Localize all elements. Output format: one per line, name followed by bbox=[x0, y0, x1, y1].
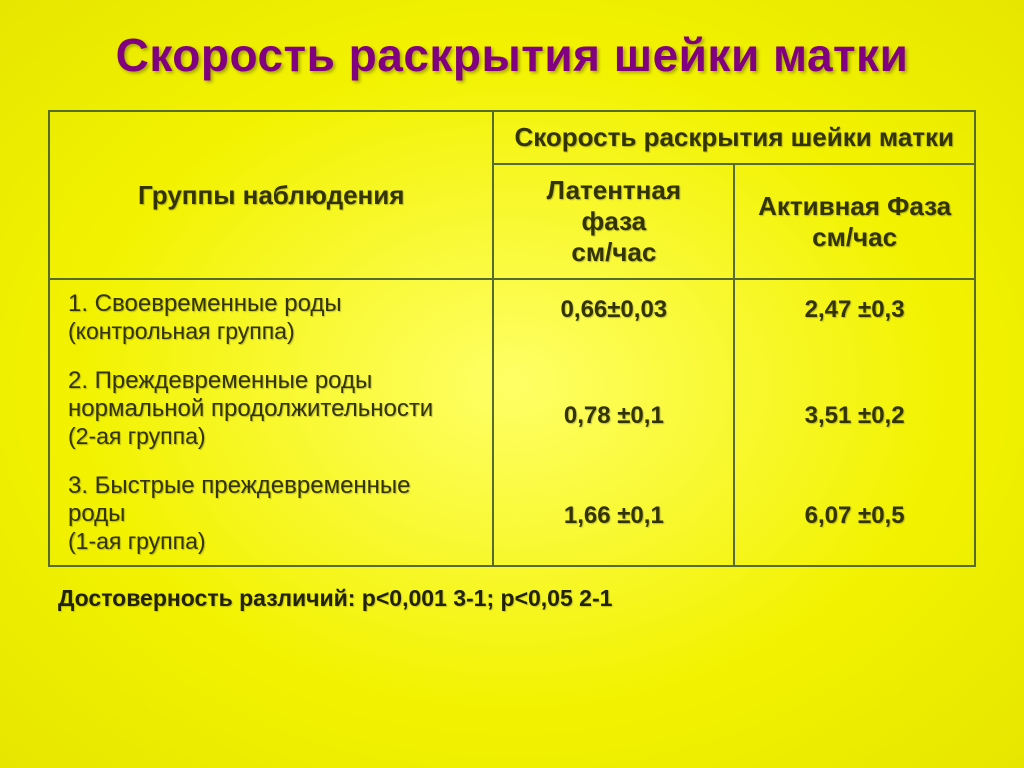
col-latent: Латентная фаза см/час bbox=[493, 164, 734, 279]
rate-table: Группы наблюдения Скорость раскрытия шей… bbox=[48, 110, 976, 567]
active-val-1: 2,47 ±0,3 bbox=[753, 296, 956, 324]
row-label-3a: 3. Быстрые преждевременные роды bbox=[68, 472, 474, 528]
col-rate-header: Скорость раскрытия шейки матки bbox=[493, 111, 975, 164]
col-groups: Группы наблюдения bbox=[49, 111, 493, 279]
active-cell: 2,47 ±0,3 3,51 ±0,2 6,07 ±0,5 bbox=[734, 279, 975, 566]
table-row: 3. Быстрые преждевременные роды (1-ая гр… bbox=[68, 472, 474, 555]
row-label-1b: (контрольная группа) bbox=[68, 318, 474, 345]
table-row: 2. Преждевременные роды нормальной продо… bbox=[68, 367, 474, 450]
latent-line1: Латентная фаза bbox=[512, 175, 715, 237]
latent-val-1: 0,66±0,03 bbox=[512, 296, 715, 324]
active-line2: см/час bbox=[753, 222, 956, 253]
row-label-1a: 1. Своевременные роды bbox=[68, 290, 474, 318]
table-row: 1. Своевременные роды (контрольная групп… bbox=[68, 290, 474, 345]
row-label-2a: 2. Преждевременные роды нормальной продо… bbox=[68, 367, 474, 423]
latent-cell: 0,66±0,03 0,78 ±0,1 1,66 ±0,1 bbox=[493, 279, 734, 566]
latent-line2: см/час bbox=[512, 237, 715, 268]
latent-val-3: 1,66 ±0,1 bbox=[512, 502, 715, 530]
active-val-2: 3,51 ±0,2 bbox=[753, 402, 956, 430]
row-label-2b: (2-ая группа) bbox=[68, 423, 474, 450]
active-val-3: 6,07 ±0,5 bbox=[753, 502, 956, 530]
page-title: Скорость раскрытия шейки матки bbox=[48, 28, 976, 82]
footer-note: Достоверность различий: p<0,001 3-1; p<0… bbox=[48, 585, 976, 612]
active-line1: Активная Фаза bbox=[753, 191, 956, 222]
row-label-3b: (1-ая группа) bbox=[68, 528, 474, 555]
latent-val-2: 0,78 ±0,1 bbox=[512, 402, 715, 430]
col-active: Активная Фаза см/час bbox=[734, 164, 975, 279]
groups-cell: 1. Своевременные роды (контрольная групп… bbox=[49, 279, 493, 566]
